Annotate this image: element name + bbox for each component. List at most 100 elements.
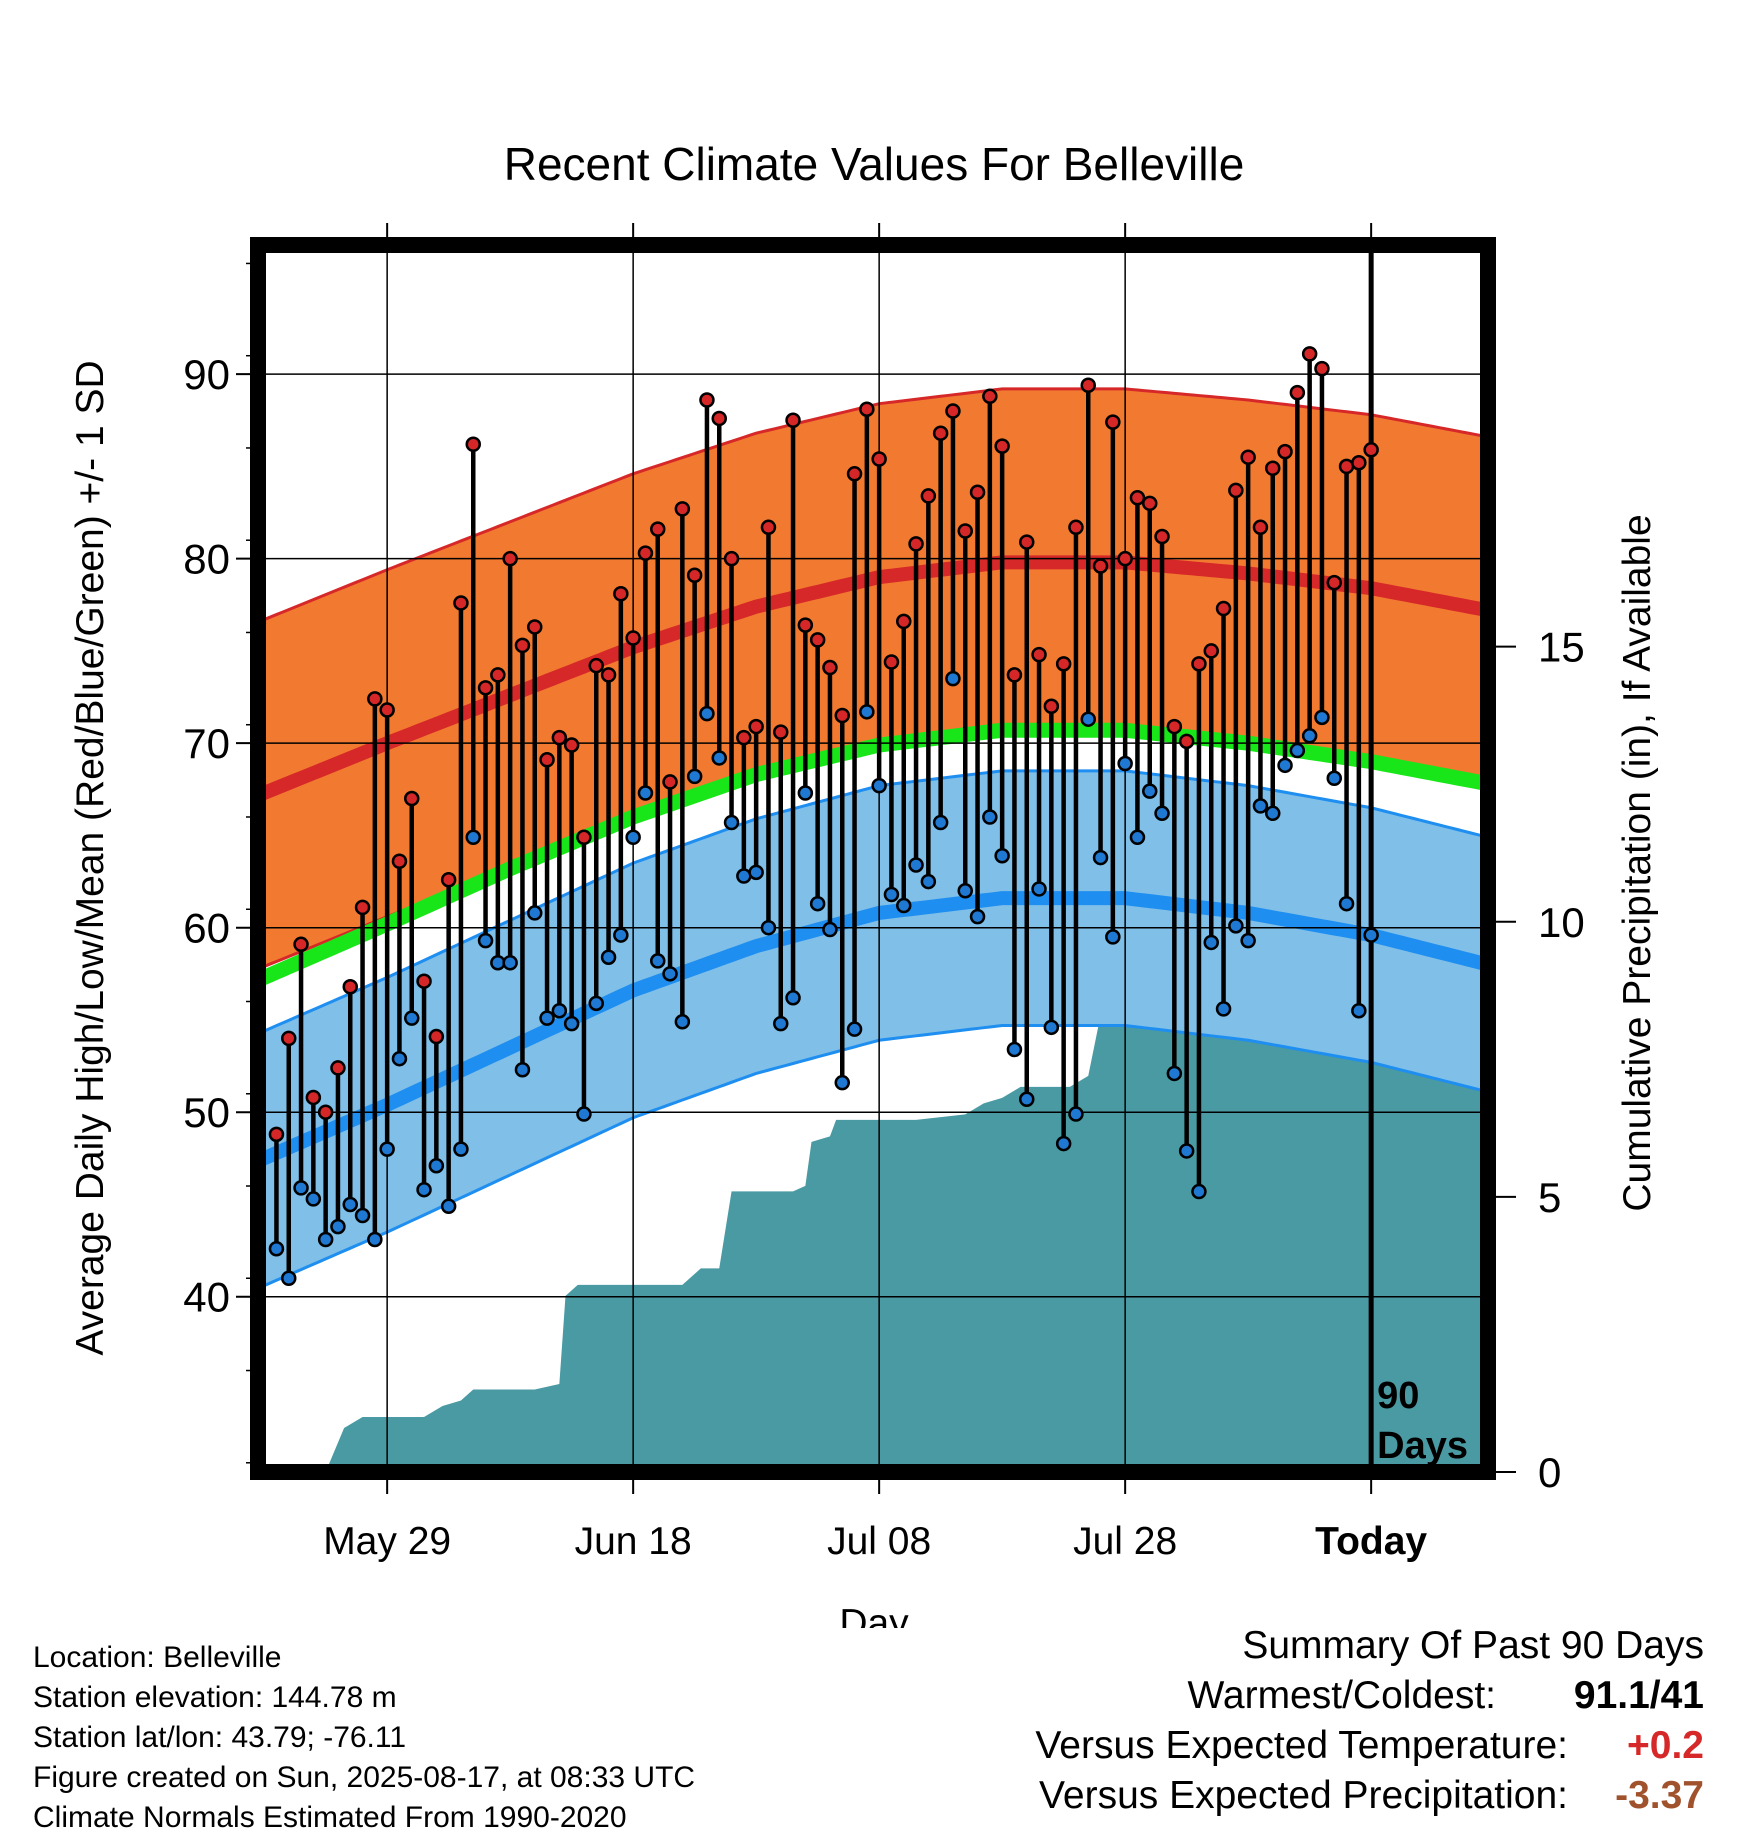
daily-high-point (428, 1028, 445, 1045)
daily-high-point (1301, 346, 1318, 362)
daily-high-point (305, 1089, 322, 1106)
x-tick-label: Jul 08 (827, 1520, 931, 1563)
daily-high-point (699, 392, 715, 408)
precip-anomaly-value: -3.37 (1615, 1774, 1704, 1817)
daily-high-point (1117, 550, 1133, 567)
daily-low-point (1019, 1091, 1035, 1108)
daily-low-point (773, 1015, 789, 1032)
y-tick-label: 70 (183, 720, 230, 767)
daily-low-point (1166, 1065, 1183, 1082)
normal-low-band-lower-edge (263, 1023, 1488, 1288)
y-axis-label: Average Daily High/Low/Mean (Red/Blue/Gr… (69, 360, 112, 1355)
daily-high-point (502, 550, 518, 567)
daily-high-point (588, 657, 604, 674)
daily-high-point (957, 523, 973, 539)
daily-low-point (551, 1002, 568, 1019)
daily-low-point (822, 921, 838, 938)
daily-high-point (1314, 360, 1330, 377)
daily-high-point (809, 632, 826, 648)
elevation-text: Station elevation: 144.78 m (33, 1681, 397, 1714)
daily-low-point (625, 829, 641, 846)
daily-low-point (650, 953, 666, 969)
daily-low-point (600, 949, 617, 965)
daily-high-point (600, 667, 617, 683)
daily-low-point (342, 1196, 358, 1213)
daily-low-point (416, 1181, 432, 1198)
daily-high-point (883, 654, 900, 670)
daily-low-point (883, 886, 900, 903)
daily-low-point (1277, 757, 1293, 774)
plot-frame (250, 237, 1496, 1480)
daily-low-point (736, 868, 752, 884)
daily-high-point (293, 936, 309, 953)
daily-low-point (1080, 711, 1096, 727)
daily-low-point (428, 1157, 445, 1174)
daily-high-point (1043, 698, 1060, 715)
daily-low-point (1228, 918, 1244, 934)
daily-high-point (686, 567, 703, 584)
daily-high-point (625, 630, 641, 646)
daily-high-point (859, 401, 875, 417)
daily-high-point (465, 436, 481, 453)
daily-high-point (563, 737, 580, 753)
daily-low-point (514, 1062, 531, 1078)
daily-high-point (945, 403, 961, 419)
daily-high-point (773, 724, 789, 740)
daily-low-point (317, 1231, 334, 1248)
daily-high-point (994, 438, 1010, 454)
daily-high-point (391, 853, 408, 870)
y-tick-label: 50 (183, 1089, 230, 1136)
daily-high-point (1338, 458, 1355, 475)
daily-low-point (453, 1141, 469, 1157)
daily-high-point (1166, 718, 1183, 735)
x-axis-label: Day (839, 1602, 909, 1628)
daily-low-point (281, 1270, 297, 1287)
y-axis-right-label: Cumulative Precipitation (in), If Availa… (1616, 514, 1659, 1211)
daily-high-point (1289, 384, 1306, 401)
y-tick-label: 90 (183, 351, 230, 398)
daily-low-point (527, 905, 543, 921)
daily-low-point (1289, 742, 1306, 759)
daily-high-point (871, 451, 887, 467)
daily-high-point (674, 501, 691, 517)
daily-low-point (1043, 1019, 1060, 1036)
daily-high-point (354, 899, 371, 916)
daily-low-point (1068, 1106, 1084, 1122)
daily-low-point (982, 809, 998, 825)
daily-low-point (674, 1014, 691, 1030)
daily-high-point (330, 1060, 346, 1076)
normals-text: Climate Normals Estimated From 1990-2020 (33, 1801, 627, 1834)
daily-low-point (1105, 929, 1121, 945)
today-marker-label: Days (1377, 1425, 1468, 1467)
daily-low-point (1363, 927, 1379, 943)
daily-high-point (367, 691, 383, 707)
daily-low-point (1055, 1135, 1072, 1152)
daily-high-point (1129, 490, 1146, 506)
daily-high-point (613, 585, 629, 602)
daily-low-point (379, 1141, 395, 1157)
normal-high-band-upper-edge (263, 387, 1488, 621)
daily-low-point (1117, 755, 1133, 772)
daily-high-point (711, 410, 727, 427)
daily-high-point (650, 521, 666, 537)
x-tick-label: Jul 28 (1073, 1520, 1177, 1563)
daily-low-point (1301, 728, 1318, 744)
daily-high-point (440, 871, 457, 888)
daily-low-point (588, 995, 604, 1012)
daily-high-point (785, 412, 801, 429)
daily-low-point (920, 873, 937, 890)
daily-high-point (477, 680, 494, 696)
daily-low-point (1351, 1002, 1367, 1019)
daily-low-point (1031, 881, 1047, 897)
daily-low-point (268, 1240, 285, 1257)
chart-title: Recent Climate Values For Belleville (504, 138, 1245, 190)
daily-low-point (440, 1198, 457, 1215)
daily-low-point (846, 1021, 863, 1037)
daily-high-point (1105, 414, 1121, 430)
daily-low-point (477, 932, 494, 949)
daily-high-point (453, 595, 469, 611)
daily-high-point (1252, 519, 1269, 536)
y-right-tick-label: 10 (1538, 899, 1585, 946)
daily-low-point (354, 1207, 371, 1224)
daily-high-point (723, 550, 740, 567)
